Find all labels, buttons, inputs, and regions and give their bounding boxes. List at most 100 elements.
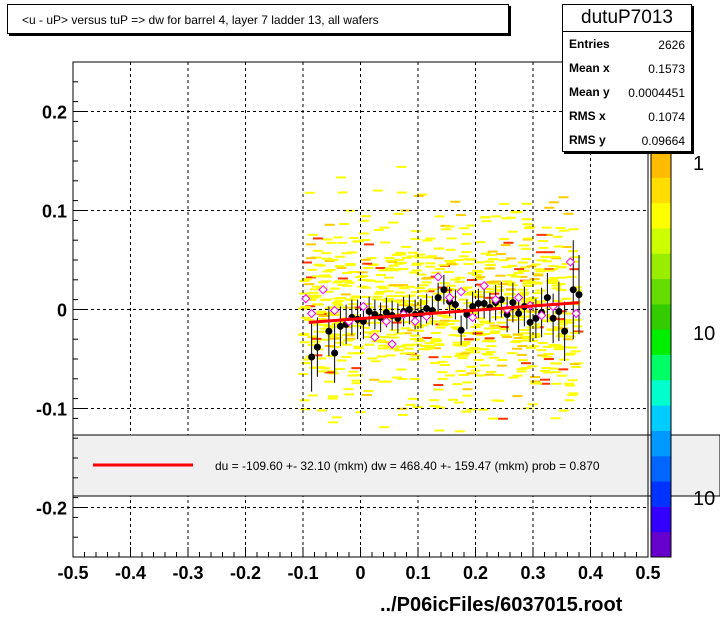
- histogram-cell: [456, 214, 467, 217]
- histogram-cell: [494, 399, 505, 402]
- histogram-cell: [360, 258, 371, 261]
- histogram-cell: [512, 395, 523, 398]
- histogram-cell: [431, 332, 442, 335]
- histogram-cell: [571, 318, 582, 321]
- histogram-cell: [362, 331, 373, 334]
- histogram-cell: [317, 281, 328, 284]
- histogram-cell: [433, 388, 444, 391]
- histogram-cell: [486, 280, 497, 283]
- histogram-cell: [362, 303, 373, 306]
- histogram-cell: [511, 347, 522, 350]
- histogram-cell: [410, 354, 421, 357]
- data-point: [325, 327, 333, 335]
- data-point: [451, 301, 459, 309]
- histogram-cell: [384, 298, 395, 301]
- histogram-cell: [564, 312, 575, 315]
- histogram-cell: [454, 430, 465, 433]
- histogram-cell: [512, 374, 523, 377]
- histogram-cell: [371, 330, 382, 333]
- histogram-cell: [329, 287, 340, 290]
- histogram-cell: [446, 307, 457, 310]
- histogram-cell: [315, 264, 326, 267]
- histogram-cell: [379, 426, 390, 429]
- histogram-cell: [540, 378, 551, 381]
- histogram-cell: [301, 261, 312, 264]
- legend-text: du = -109.60 +- 32.10 (mkm) dw = 468.40 …: [215, 459, 600, 473]
- histogram-cell: [413, 337, 424, 340]
- histogram-cell: [478, 408, 489, 411]
- histogram-cell: [387, 260, 398, 263]
- histogram-cell: [518, 298, 529, 301]
- histogram-cell: [324, 371, 335, 374]
- fit-line: [308, 301, 580, 324]
- histogram-cell: [444, 259, 455, 262]
- histogram-cell: [397, 377, 408, 380]
- palette-cell: [651, 430, 671, 457]
- histogram-cell: [337, 283, 348, 286]
- histogram-cell: [484, 260, 495, 263]
- histogram-cell: [328, 421, 339, 424]
- data-point: [457, 326, 465, 334]
- histogram-cell: [337, 277, 348, 280]
- histogram-cell: [330, 333, 341, 336]
- histogram-cell: [427, 255, 438, 258]
- histogram-cell: [431, 271, 442, 274]
- histogram-cell: [488, 356, 499, 359]
- stats-label: RMS y: [569, 133, 606, 147]
- histogram-cell: [437, 371, 448, 374]
- histogram-cell: [372, 189, 383, 192]
- histogram-cell: [345, 334, 356, 337]
- histogram-cell: [342, 279, 353, 282]
- histogram-cell: [393, 212, 404, 215]
- histogram-cell: [400, 327, 411, 330]
- histogram-cell: [325, 269, 336, 272]
- histogram-cell: [410, 304, 421, 307]
- histogram-cell: [435, 326, 446, 329]
- histogram-cell: [413, 194, 424, 197]
- histogram-cell: [461, 410, 472, 413]
- histogram-cell: [418, 294, 429, 297]
- histogram-cell: [514, 268, 525, 271]
- histogram-cell: [480, 216, 491, 219]
- histogram-cell: [352, 240, 363, 243]
- histogram-cell: [389, 347, 400, 350]
- histogram-cell: [382, 380, 393, 383]
- histogram-cell: [396, 368, 407, 371]
- y-tick-label: -0.2: [36, 499, 67, 519]
- histogram-cell: [301, 362, 312, 365]
- data-point: [526, 318, 534, 326]
- histogram-cell: [357, 279, 368, 282]
- palette-cell: [651, 481, 671, 507]
- palette-cell: [651, 278, 671, 305]
- histogram-cell: [535, 270, 546, 273]
- histogram-cell: [522, 282, 533, 285]
- histogram-cell: [415, 253, 426, 256]
- data-point: [497, 296, 505, 304]
- x-tick-label: -0.3: [172, 563, 203, 583]
- histogram-cell: [360, 295, 371, 298]
- histogram-cell: [394, 258, 405, 261]
- stats-name: dutuP7013: [563, 5, 691, 32]
- histogram-cell: [313, 323, 324, 326]
- palette-cell: [651, 455, 671, 482]
- histogram-cell: [527, 310, 538, 313]
- histogram-cell: [363, 279, 374, 282]
- histogram-cell: [376, 285, 387, 288]
- histogram-cell: [488, 417, 499, 420]
- data-point: [331, 349, 339, 357]
- histogram-cell: [403, 347, 414, 350]
- histogram-cell: [463, 302, 474, 305]
- histogram-cell: [559, 229, 570, 232]
- histogram-cell: [321, 275, 332, 278]
- histogram-cell: [519, 332, 530, 335]
- histogram-cell: [548, 265, 559, 268]
- histogram-cell: [485, 267, 496, 270]
- histogram-cell: [462, 388, 473, 391]
- histogram-cell: [311, 256, 322, 259]
- data-point: [515, 309, 523, 317]
- histogram-cell: [304, 191, 315, 194]
- histogram-cell: [406, 255, 417, 258]
- stats-label: RMS x: [569, 109, 606, 123]
- histogram-cell: [383, 290, 394, 293]
- histogram-cell: [462, 233, 473, 236]
